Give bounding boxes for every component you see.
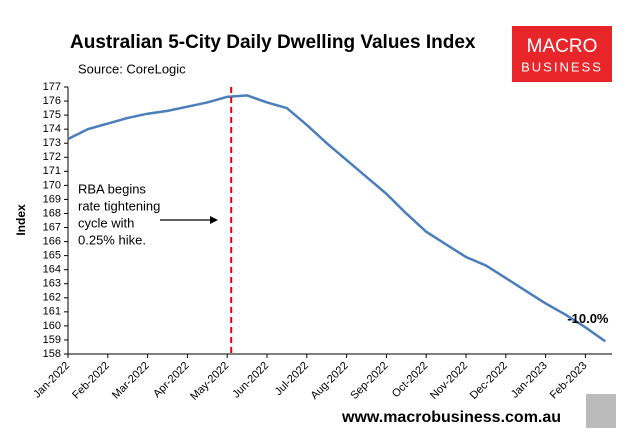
y-tick-label: 175 [43,109,61,121]
y-tick-label: 162 [43,292,61,304]
y-tick-label: 166 [43,235,61,247]
annotation: cycle with [78,215,134,230]
end-label: -10.0% [567,311,609,326]
y-tick-label: 171 [43,165,61,177]
y-tick-label: 158 [43,348,61,360]
x-tick-label: Aug-2022 [309,360,351,402]
y-tick-label: 172 [43,151,61,163]
x-tick-label: Feb-2023 [548,360,590,402]
x-tick-label: Sep-2022 [348,360,390,402]
annotation: 0.25% hike. [78,232,146,247]
x-tick-label: Apr-2022 [151,360,191,400]
x-tick-label: Jan-2023 [509,360,550,401]
y-tick-label: 170 [43,179,61,191]
logo-box [512,26,612,82]
y-tick-label: 169 [43,193,61,205]
footer: www.macrobusiness.com.au [341,409,561,426]
y-tick-label: 163 [43,278,61,290]
y-tick-label: 160 [43,320,61,332]
annotation: RBA begins [78,181,146,196]
x-tick-label: Nov-2022 [428,360,470,402]
y-tick-label: 173 [43,137,61,149]
x-tick-label: Jan-2022 [31,360,72,401]
y-tick-label: 164 [43,264,61,276]
y-tick-label: 167 [43,221,61,233]
y-tick-label: 176 [43,95,61,107]
chart-title: Australian 5-City Daily Dwelling Values … [70,32,476,53]
y-tick-label: 165 [43,250,61,262]
x-tick-label: Jul-2022 [273,360,311,398]
x-tick-label: Feb-2022 [70,360,112,402]
logo-text: MACRO [527,36,598,57]
x-tick-label: Mar-2022 [110,360,152,402]
annotation: rate tightening [78,198,160,213]
y-axis-label: Index [14,204,28,236]
chart-subtitle: Source: CoreLogic [78,61,186,76]
y-tick-label: 168 [43,207,61,219]
y-tick-label: 174 [43,123,61,135]
x-tick-label: Oct-2022 [390,360,430,400]
data-line [67,94,607,343]
y-tick-label: 159 [43,334,61,346]
y-tick-label: 161 [43,306,61,318]
logo-text: BUSINESS [521,59,603,74]
annotation-arrowhead [210,216,218,224]
x-tick-label: Dec-2022 [468,360,510,402]
x-tick-label: Jun-2022 [230,360,271,401]
x-tick-label: May-2022 [188,360,231,403]
y-tick-label: 177 [43,81,61,93]
footer-icon [586,394,616,428]
